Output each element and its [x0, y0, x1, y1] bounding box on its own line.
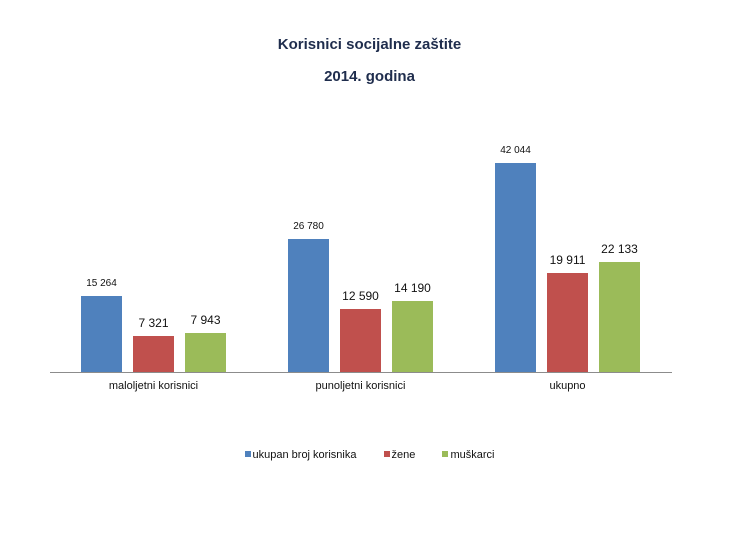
data-label: 19 911 [549, 253, 586, 267]
data-label: 14 190 [394, 281, 431, 295]
data-label: 42 044 [500, 145, 531, 156]
data-label: 15 264 [86, 278, 117, 289]
legend-label: žene [391, 449, 416, 461]
category-label: punoljetni korisnici [315, 380, 406, 392]
legend-swatch-icon [442, 451, 449, 457]
bar [340, 309, 381, 372]
category-label: ukupno [549, 380, 586, 392]
legend-swatch-icon [244, 451, 251, 457]
data-label: 26 780 [293, 221, 324, 232]
bar [392, 301, 433, 372]
legend-label: muškarci [450, 449, 495, 461]
bar [81, 296, 122, 372]
bar [288, 239, 329, 372]
chart-subtitle: 2014. godina [324, 68, 415, 85]
bar [495, 163, 536, 372]
data-label: 7 943 [190, 313, 221, 327]
chart-title: Korisnici socijalne zaštite [277, 36, 462, 53]
bar [547, 273, 588, 372]
legend-item-ukupan: ukupan broj korisnika [244, 449, 357, 461]
bar [599, 262, 640, 372]
legend-label: ukupan broj korisnika [252, 449, 357, 461]
legend-item-zene: žene [383, 449, 416, 461]
x-axis-line [50, 372, 672, 373]
data-label: 12 590 [342, 289, 379, 303]
bar [133, 336, 174, 372]
legend-swatch-icon [383, 451, 390, 457]
category-label: maloljetni korisnici [108, 380, 199, 392]
data-label: 22 133 [601, 242, 638, 256]
bar [185, 333, 226, 372]
legend-item-muskarci: muškarci [442, 449, 494, 461]
data-label: 7 321 [138, 316, 169, 330]
legend: ukupan broj korisnika žene muškarci [0, 449, 739, 461]
